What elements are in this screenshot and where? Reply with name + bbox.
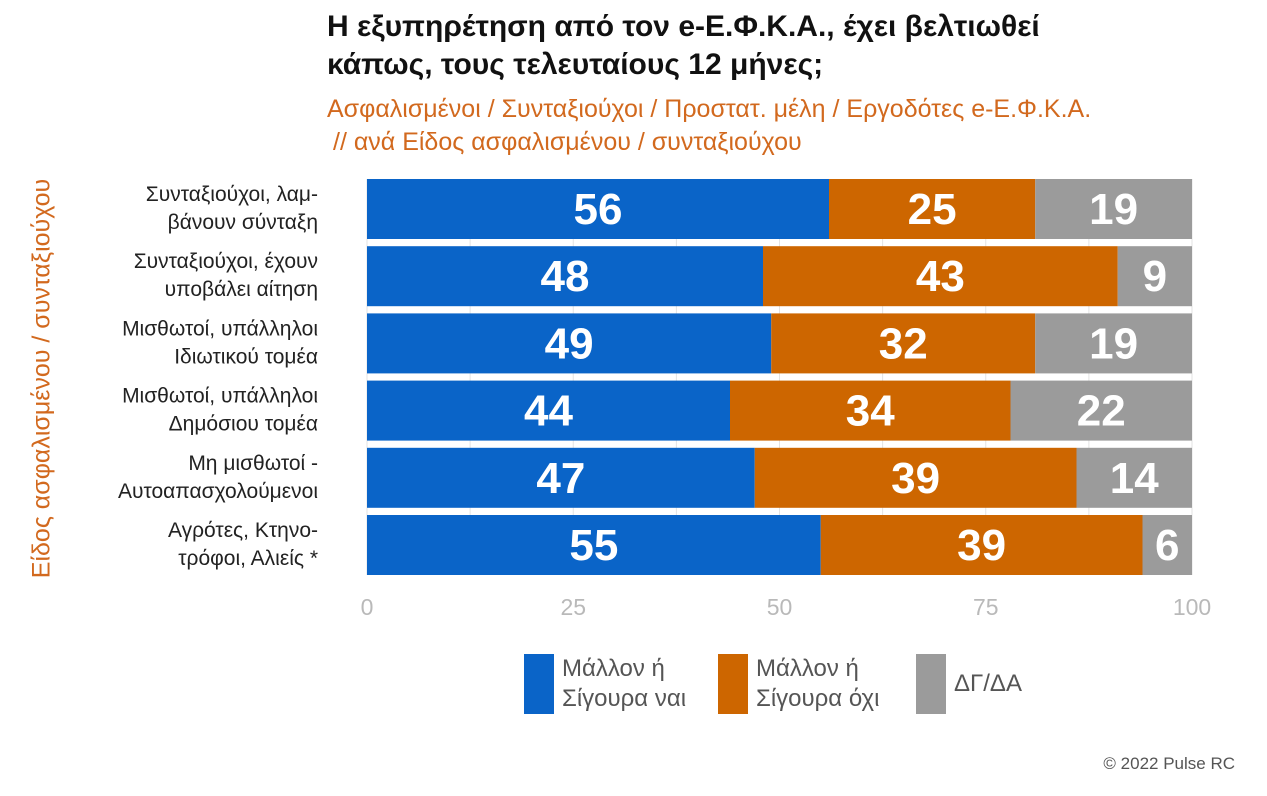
category-label: τρόφοι, Αλιείς * (178, 547, 318, 570)
data-label-dk: 22 (1077, 387, 1126, 436)
legend-label-yes-line-2: Σίγουρα ναι (562, 685, 687, 712)
data-label-yes: 55 (569, 521, 618, 570)
bar-segment-yes (367, 313, 772, 374)
bar-segment-dk (1076, 447, 1192, 508)
data-label-yes: 48 (541, 252, 590, 301)
x-tick-label: 50 (767, 594, 793, 620)
chart-subtitle-line-2: // ανά Είδος ασφαλισμένου / συνταξιούχου (333, 128, 802, 156)
data-label-no: 43 (916, 252, 965, 301)
chart-title: Η εξυπηρέτηση από τον e-Ε.Φ.Κ.Α., έχει β… (327, 8, 1207, 84)
x-tick-label: 25 (560, 594, 586, 620)
data-label-no: 39 (891, 454, 940, 503)
copyright-note: © 2022 Pulse RC (1103, 754, 1235, 773)
bar-segment-no (763, 246, 1118, 307)
category-label: Μισθωτοί, υπάλληλοι (122, 317, 318, 340)
x-tick-label: 0 (361, 594, 374, 620)
bar-segment-yes (367, 380, 730, 441)
legend-label-yes-line-1: Μάλλον ή (562, 655, 665, 682)
category-label: Συνταξιούχοι, λαμ- (146, 183, 318, 206)
data-label-no: 25 (908, 185, 957, 234)
data-label-dk: 19 (1089, 319, 1138, 368)
bar-segment-no (771, 313, 1036, 374)
data-label-yes: 56 (574, 185, 623, 234)
bar-segment-dk (1117, 246, 1192, 307)
bar-segment-dk (1010, 380, 1192, 441)
category-label: Αυτοαπασχολούμενοι (118, 480, 318, 503)
data-label-dk: 9 (1143, 252, 1167, 301)
bar-segment-no (754, 447, 1077, 508)
category-label: Μη μισθωτοί - (188, 452, 318, 475)
legend-item-no: Μάλλον ή Σίγουρα όχι (718, 654, 913, 716)
data-label-yes: 44 (524, 387, 573, 436)
category-label: Δημόσιου τομέα (169, 413, 318, 436)
chart-subtitle-line-1: Ασφαλισμένοι / Συνταξιούχοι / Προστατ. μ… (327, 95, 1092, 123)
data-label-yes: 47 (536, 454, 585, 503)
legend-swatch-no (718, 654, 748, 714)
bar-segment-yes (367, 179, 829, 239)
legend-item-yes: Μάλλον ή Σίγουρα ναι (524, 654, 714, 716)
category-label: Μισθωτοί, υπάλληλοι (122, 385, 318, 408)
legend-item-dk: ΔΓ/ΔΑ (916, 654, 1056, 716)
category-label: υποβάλει αίτηση (165, 278, 318, 301)
category-label: Ιδιωτικού τομέα (174, 345, 318, 368)
chart-subtitle: Ασφαλισμένοι / Συνταξιούχοι / Προστατ. μ… (327, 93, 1227, 159)
data-label-no: 32 (879, 319, 928, 368)
bar-segment-yes (367, 246, 763, 307)
legend-label-no: Μάλλον ή Σίγουρα όχι (756, 654, 879, 714)
bar-segment-dk (1142, 515, 1192, 575)
bar-segment-no (820, 515, 1143, 575)
chart-title-line-1: Η εξυπηρέτηση από τον e-Ε.Φ.Κ.Α., έχει β… (327, 10, 1040, 43)
x-tick-label: 75 (973, 594, 999, 620)
category-label: βάνουν σύνταξη (168, 211, 318, 234)
legend-label-yes: Μάλλον ή Σίγουρα ναι (562, 654, 686, 714)
legend-label-no-line-1: Μάλλον ή (756, 655, 859, 682)
data-label-no: 39 (957, 521, 1006, 570)
bar-segment-dk (1035, 179, 1192, 239)
data-label-dk: 14 (1110, 454, 1159, 503)
data-label-dk: 6 (1155, 521, 1179, 570)
legend-swatch-yes (524, 654, 554, 714)
chart-title-line-2: κάπως, τους τελευταίους 12 μήνες; (327, 48, 824, 81)
bar-segment-dk (1035, 313, 1192, 374)
bar-segment-no (829, 179, 1036, 239)
bar-segment-no (730, 380, 1011, 441)
category-label: Συνταξιούχοι, έχουν (134, 250, 318, 273)
legend-swatch-dk (916, 654, 946, 714)
data-label-dk: 19 (1089, 185, 1138, 234)
x-tick-label: 100 (1173, 594, 1211, 620)
legend-label-dk: ΔΓ/ΔΑ (954, 670, 1022, 697)
data-label-no: 34 (846, 387, 895, 436)
data-label-yes: 49 (545, 319, 594, 368)
bar-segment-yes (367, 515, 821, 575)
legend-label-no-line-2: Σίγουρα όχι (756, 685, 880, 712)
category-label: Αγρότες, Κτηνο- (168, 519, 318, 542)
bar-segment-yes (367, 447, 755, 508)
